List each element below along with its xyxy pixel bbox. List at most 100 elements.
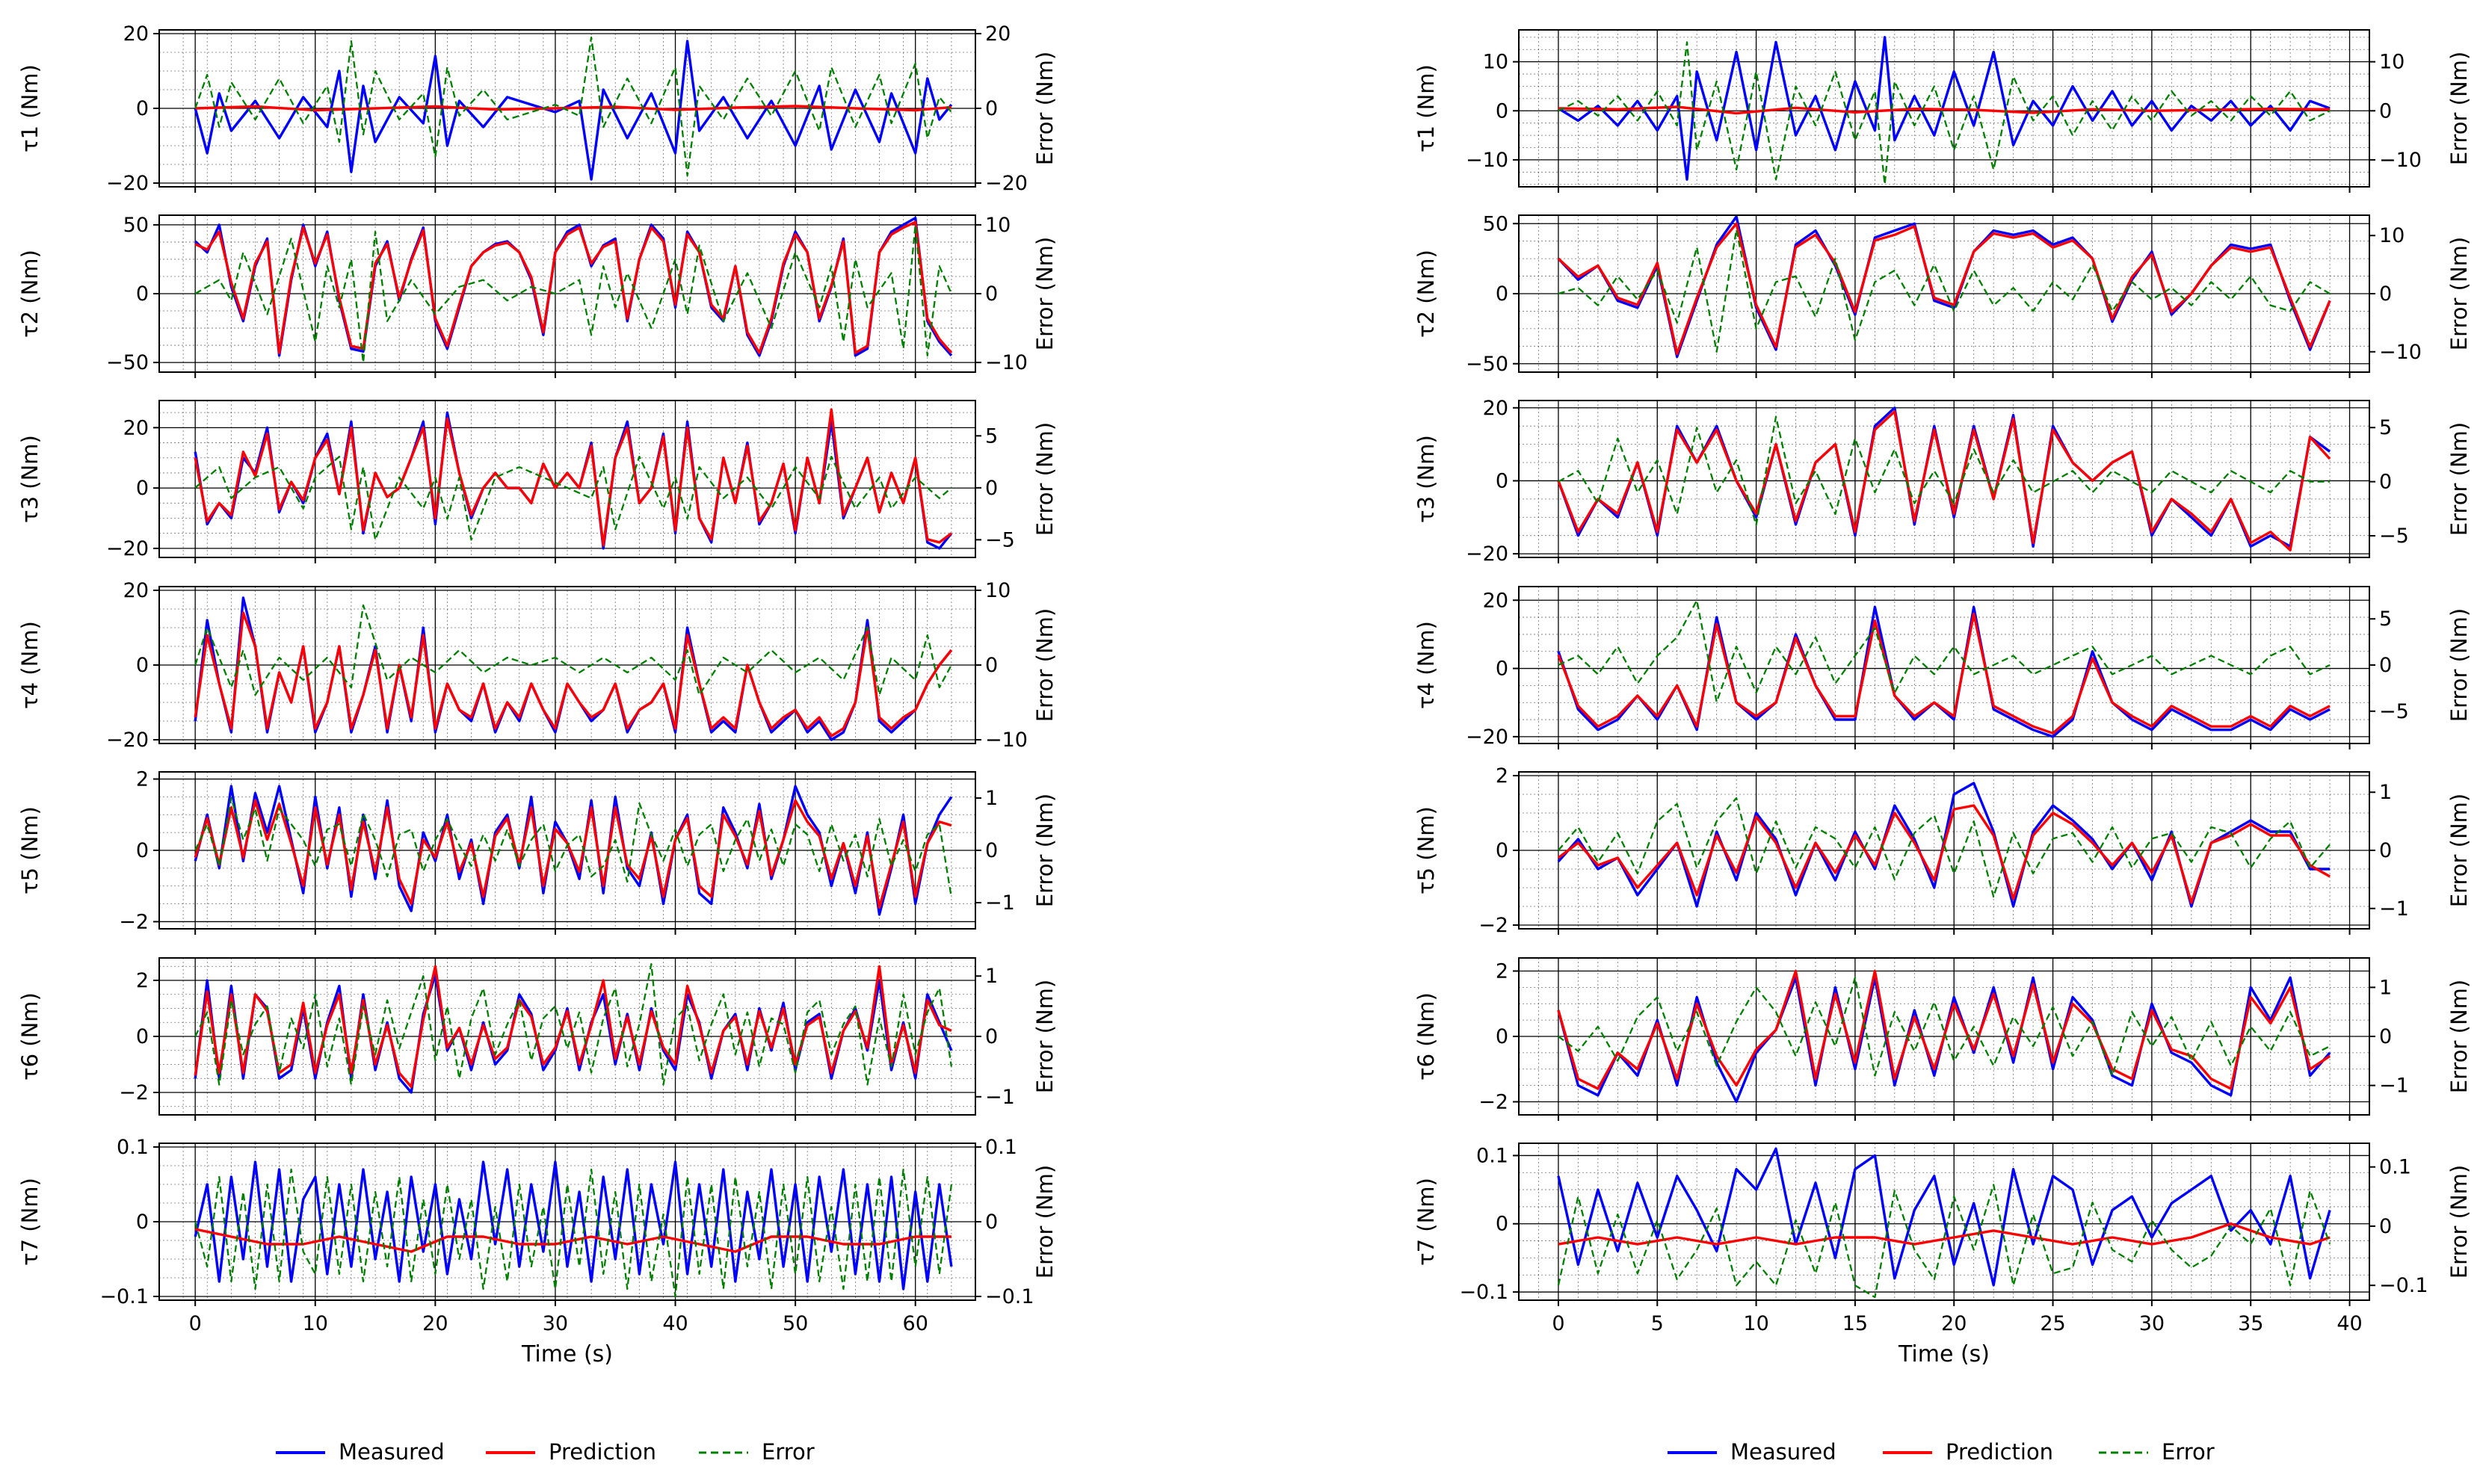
series-prediction-line [194,611,953,738]
series-error-line [1558,599,2331,703]
series-prediction-line [1558,1222,2331,1246]
y-tick-label: 20 [123,22,149,46]
y2-tick-label: 0 [985,1211,998,1234]
y-axis-label: τ7 (Nm) [1413,1178,1439,1266]
subplot-frame [1518,1143,2370,1301]
y2-tick-label: −5 [2379,525,2409,548]
series-group [194,596,953,741]
series-prediction-line [1558,105,2331,115]
x-tick-label: 20 [422,1312,448,1335]
series-error-line [1558,797,2331,898]
series-group [1557,215,2331,359]
y2-tick-label: 10 [2379,224,2405,247]
y2-tick-label: −20 [985,172,1028,195]
y-tick-label: 0 [136,839,149,862]
series-group [1557,782,2331,908]
subplot-7: −0.1 0 0.1 −0.1 0 0.1 τ7 (Nm) Error (Nm) 0 10 20 30… [17,1136,1058,1335]
series-prediction-line [195,105,952,112]
y2-tick-label: 0 [2379,471,2392,494]
y2-tick-label: 0.1 [2379,1156,2411,1179]
y-tick-label: −50 [106,351,149,374]
y2-axis-label: Error (Nm) [1032,980,1058,1093]
subplot-6: −2 0 2 −1 0 1 τ6 (Nm) Error (Nm) [1413,957,2472,1121]
y-tick-label: 20 [1483,589,1508,612]
x-tick-label: 30 [543,1312,568,1335]
y2-tick-label: −10 [985,729,1028,752]
x-tick-label: 40 [662,1312,688,1335]
y2-tick-label: 5 [2379,607,2392,631]
series-error-line [194,962,953,1086]
series-group [194,962,953,1094]
y2-axis-label: Error (Nm) [1032,794,1058,907]
series-group [1557,599,2331,738]
series-error-line [194,797,953,898]
y-tick-label: 0 [1496,469,1508,492]
y2-tick-label: 0 [2379,99,2392,123]
y-tick-label: 2 [136,969,149,992]
x-tick-label: 0 [1552,1312,1564,1335]
series-error-line [1558,41,2331,185]
y-tick-label: 20 [123,416,149,439]
y-tick-label: 0.1 [117,1136,149,1159]
legend-measured-label: Measured [1730,1439,1836,1465]
y2-axis-label: Error (Nm) [2446,608,2472,722]
y2-tick-label: 1 [985,965,998,988]
y-axis-label: τ5 (Nm) [1413,806,1439,894]
y2-tick-label: 20 [985,22,1011,46]
series-prediction-line [1557,612,2331,735]
y-axis-label: τ3 (Nm) [17,435,43,523]
series-group [194,217,953,364]
legend-left: Measured Prediction Error [276,1439,815,1465]
series-measured-line [194,40,953,181]
y-tick-label: −20 [106,537,149,560]
series-error-line [194,223,952,364]
y2-tick-label: 0.1 [985,1136,1017,1159]
y-axis-label: τ3 (Nm) [1413,435,1439,523]
y-tick-label: 0 [136,1211,149,1234]
y2-tick-label: 1 [985,787,998,810]
y-tick-label: −20 [106,729,149,752]
y2-axis-label: Error (Nm) [2446,1165,2472,1279]
y2-tick-label: 0 [2379,1215,2392,1238]
x-tick-label: 35 [2238,1312,2263,1335]
y-axis-label: τ2 (Nm) [17,250,43,338]
y-tick-label: −2 [1478,1091,1508,1114]
y-tick-label: −20 [1466,542,1508,566]
y2-tick-label: 5 [985,424,998,448]
y-axis-label: τ6 (Nm) [1413,992,1439,1080]
y-axis-label: τ1 (Nm) [1413,64,1439,152]
y2-tick-label: −5 [2379,700,2409,723]
y-tick-label: 50 [1483,212,1508,235]
y2-tick-label: 0 [985,477,998,500]
y2-axis-label: Error (Nm) [1032,52,1058,165]
y-tick-label: −10 [1466,149,1508,172]
series-measured-line [1557,1147,2331,1287]
y2-axis-label: Error (Nm) [1032,608,1058,722]
y-tick-label: −2 [1478,914,1508,937]
y-tick-label: 0.1 [1476,1144,1508,1167]
series-error-line [194,36,952,177]
y-tick-label: 2 [1496,960,1508,983]
series-prediction-line [194,799,952,909]
y2-tick-label: 0 [2379,839,2392,862]
subplot-frame [158,400,976,558]
legend-error-label: Error [2162,1439,2215,1465]
series-group [1557,1147,2331,1299]
x-tick-label: 60 [903,1312,928,1335]
x-tick-label: 50 [783,1312,808,1335]
subplot-1: −10 0 10 −10 0 10 τ1 (Nm) Error (Nm) [1413,29,2472,193]
legend-error-label: Error [762,1439,815,1465]
subplot-2: −50 0 50 −10 0 10 τ2 (Nm) Error (Nm) [17,214,1058,378]
y-axis-label: τ5 (Nm) [17,806,43,894]
series-group [1558,36,2331,185]
y-axis-label: τ6 (Nm) [17,992,43,1080]
subplot-4: −20 0 20 −10 0 10 τ4 (Nm) Error (Nm) [17,579,1058,752]
series-prediction-line [1557,410,2331,551]
y2-tick-label: 1 [2379,781,2392,804]
series-measured-line [1557,605,2331,738]
series-error-line [194,1168,953,1298]
y2-tick-label: −0.1 [2379,1274,2428,1297]
y2-tick-label: 0 [985,839,998,862]
series-group [194,36,953,181]
